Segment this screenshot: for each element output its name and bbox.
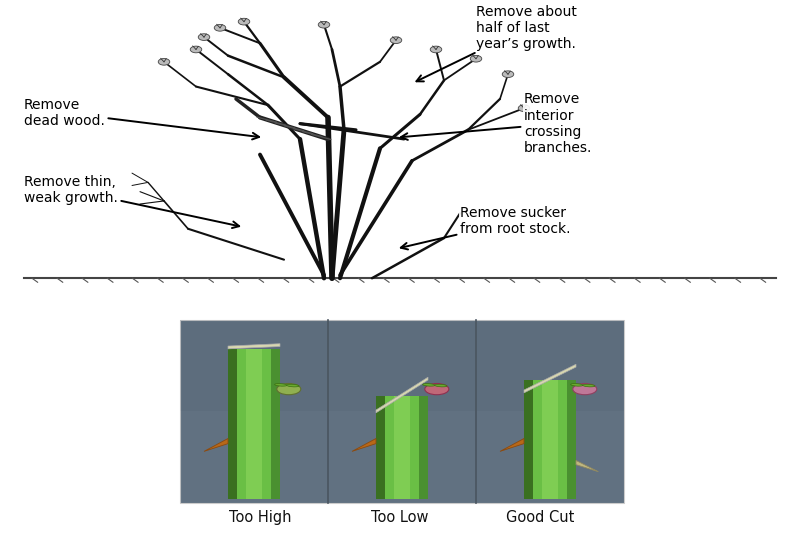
Ellipse shape xyxy=(238,18,250,25)
Ellipse shape xyxy=(502,71,514,77)
Ellipse shape xyxy=(430,46,442,53)
Polygon shape xyxy=(352,439,376,451)
Polygon shape xyxy=(204,439,228,451)
Ellipse shape xyxy=(318,21,330,28)
Ellipse shape xyxy=(582,384,595,387)
Bar xyxy=(394,397,410,499)
FancyBboxPatch shape xyxy=(180,466,624,484)
Polygon shape xyxy=(576,461,598,472)
Ellipse shape xyxy=(573,383,597,395)
Text: Remove thin,
weak growth.: Remove thin, weak growth. xyxy=(24,175,239,228)
Polygon shape xyxy=(524,364,576,393)
Bar xyxy=(566,380,576,499)
Ellipse shape xyxy=(518,105,530,111)
FancyBboxPatch shape xyxy=(180,411,624,430)
Bar xyxy=(542,380,558,499)
Text: Too High: Too High xyxy=(229,510,291,525)
Text: Remove
interior
crossing
branches.: Remove interior crossing branches. xyxy=(401,92,592,155)
FancyBboxPatch shape xyxy=(180,320,624,503)
Bar xyxy=(418,397,428,499)
FancyBboxPatch shape xyxy=(180,320,624,338)
Ellipse shape xyxy=(198,34,210,41)
FancyBboxPatch shape xyxy=(180,393,624,411)
Text: Too Low: Too Low xyxy=(371,510,429,525)
Bar xyxy=(270,349,280,499)
Ellipse shape xyxy=(158,59,170,65)
Ellipse shape xyxy=(422,384,435,386)
Ellipse shape xyxy=(274,384,287,386)
FancyBboxPatch shape xyxy=(180,375,624,393)
Bar xyxy=(524,380,534,499)
FancyBboxPatch shape xyxy=(180,430,624,448)
Text: Remove about
half of last
year’s growth.: Remove about half of last year’s growth. xyxy=(417,5,577,82)
FancyBboxPatch shape xyxy=(180,356,624,375)
Ellipse shape xyxy=(286,384,299,387)
Ellipse shape xyxy=(570,384,583,386)
FancyBboxPatch shape xyxy=(180,448,624,466)
Bar xyxy=(386,397,418,499)
Polygon shape xyxy=(376,377,428,413)
Ellipse shape xyxy=(390,37,402,44)
Bar xyxy=(246,349,262,499)
FancyBboxPatch shape xyxy=(180,338,624,356)
Bar xyxy=(238,349,270,499)
Ellipse shape xyxy=(425,383,449,395)
Bar xyxy=(376,397,386,499)
Ellipse shape xyxy=(470,55,482,62)
Text: Good Cut: Good Cut xyxy=(506,510,574,525)
FancyBboxPatch shape xyxy=(180,484,624,503)
Text: Remove sucker
from root stock.: Remove sucker from root stock. xyxy=(401,206,570,249)
Ellipse shape xyxy=(277,383,301,395)
Bar xyxy=(228,349,238,499)
Polygon shape xyxy=(500,439,524,451)
Polygon shape xyxy=(228,344,280,349)
Ellipse shape xyxy=(214,25,226,31)
Ellipse shape xyxy=(434,384,447,387)
Bar xyxy=(534,380,566,499)
Text: Remove
dead wood.: Remove dead wood. xyxy=(24,98,259,140)
Ellipse shape xyxy=(190,46,202,53)
